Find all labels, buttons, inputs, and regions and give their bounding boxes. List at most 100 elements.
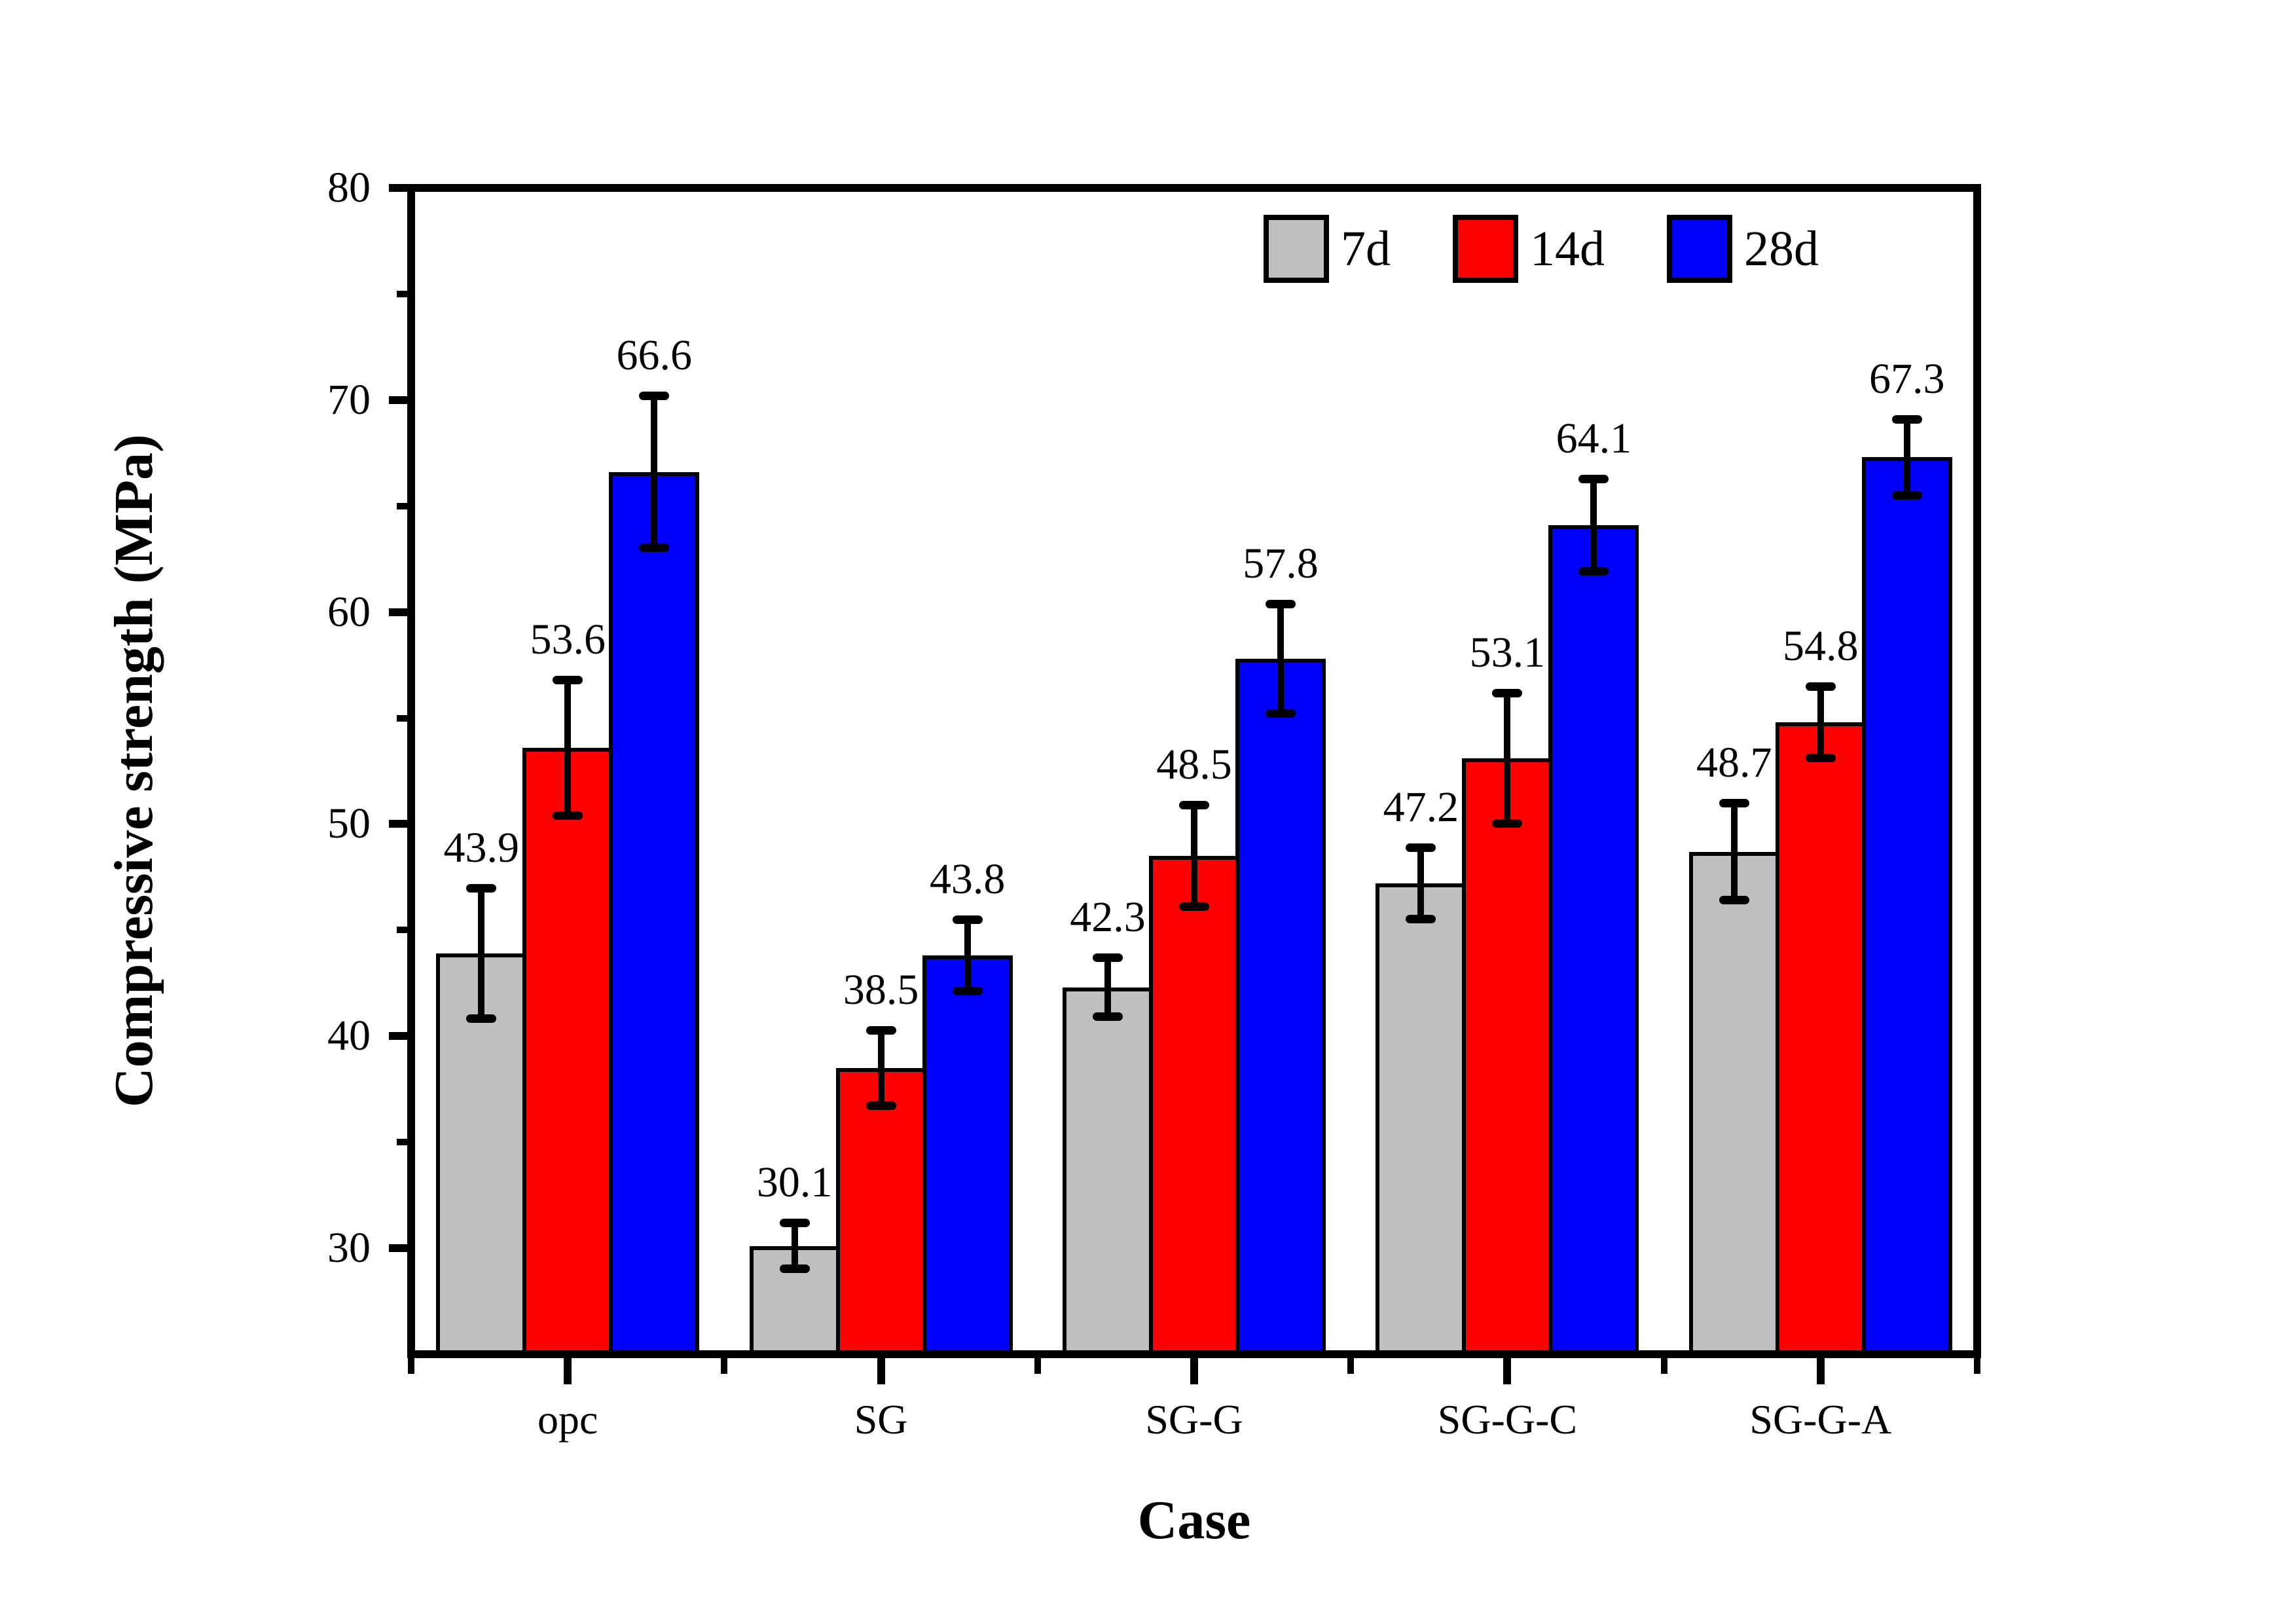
bar-SG-G-A-28d	[1861, 457, 1952, 1357]
legend-item-28d: 28d	[1667, 215, 1819, 283]
error-bar-cap-top	[1266, 599, 1296, 608]
error-bar-cap-top	[553, 676, 583, 685]
error-bar-cap-top	[779, 1219, 810, 1228]
y-axis-major-tick	[389, 184, 411, 192]
bar-value-label: 47.2	[1383, 783, 1459, 832]
error-bar-SG-G-A-14d	[1817, 686, 1824, 759]
error-bar-SG-14d	[877, 1029, 884, 1107]
bar-value-label: 38.5	[843, 965, 919, 1014]
error-bar-cap-bottom	[639, 544, 670, 553]
legend-item-7d: 7d	[1264, 215, 1391, 283]
y-axis-minor-tick	[397, 927, 411, 934]
bar-SG-G-A-7d	[1688, 851, 1779, 1357]
legend-swatch-7d	[1264, 215, 1329, 283]
error-bar-cap-bottom	[1406, 915, 1436, 924]
y-axis-tick-label: 50	[327, 800, 371, 848]
error-bar-SG-7d	[791, 1223, 798, 1270]
legend: 7d 14d 28d	[1264, 215, 1819, 283]
y-axis-major-tick	[389, 820, 411, 828]
bar-value-label: 54.8	[1783, 621, 1859, 670]
bar-opc-14d	[522, 747, 613, 1357]
x-axis-minor-tick	[1660, 1358, 1667, 1374]
error-bar-cap-bottom	[952, 987, 983, 996]
bar-value-label: 53.6	[530, 616, 606, 664]
bar-value-label: 57.8	[1243, 539, 1319, 587]
x-axis-minor-tick	[1974, 1358, 1980, 1374]
x-axis-major-tick	[1816, 1358, 1825, 1384]
error-bar-cap-top	[866, 1025, 896, 1035]
bar-value-label: 30.1	[756, 1158, 833, 1207]
error-bar-cap-top	[952, 915, 983, 925]
y-axis-tick-label: 80	[327, 164, 371, 212]
error-bar-cap-bottom	[866, 1101, 896, 1111]
error-bar-SG-G-C-14d	[1504, 692, 1511, 824]
bar-value-label: 43.9	[443, 823, 519, 872]
y-axis-major-tick	[389, 1032, 411, 1041]
bar-opc-28d	[609, 471, 700, 1357]
error-bar-cap-top	[466, 883, 497, 893]
legend-item-14d: 14d	[1453, 215, 1605, 283]
error-bar-cap-top	[1578, 474, 1609, 483]
x-axis-title: Case	[1137, 1490, 1251, 1551]
error-bar-cap-bottom	[1492, 819, 1523, 828]
x-axis-minor-tick	[408, 1358, 414, 1374]
x-axis-major-tick	[1190, 1358, 1198, 1384]
y-axis-tick-label: 40	[327, 1012, 371, 1060]
x-axis-minor-tick	[1347, 1358, 1355, 1374]
x-axis-category-label-opc: opc	[537, 1396, 598, 1443]
error-bar-SG-28d	[964, 919, 971, 992]
x-axis-minor-tick	[721, 1358, 728, 1374]
bar-SG-28d	[922, 955, 1013, 1357]
y-axis-tick-label: 70	[327, 375, 371, 424]
bar-value-label: 43.8	[929, 855, 1006, 904]
error-bar-cap-bottom	[1093, 1012, 1123, 1022]
y-axis-tick-label: 30	[327, 1224, 371, 1272]
y-axis-minor-tick	[397, 714, 411, 722]
bar-SG-G-C-7d	[1376, 883, 1467, 1357]
bar-SG-G-28d	[1235, 658, 1326, 1357]
legend-swatch-14d	[1453, 215, 1518, 283]
bar-SG-G-A-14d	[1775, 722, 1866, 1357]
bar-value-label: 48.7	[1696, 739, 1772, 787]
error-bar-cap-bottom	[1805, 754, 1836, 763]
error-bar-cap-bottom	[1891, 490, 1922, 500]
x-axis-major-tick	[877, 1358, 885, 1384]
y-axis-tick-label: 60	[327, 587, 371, 636]
y-axis-title: Compressive strength (MPa)	[103, 434, 164, 1108]
x-axis-major-tick	[1503, 1358, 1512, 1384]
x-axis-category-label-SG-G-C: SG-G-C	[1437, 1396, 1578, 1443]
error-bar-SG-G-C-7d	[1417, 847, 1425, 920]
legend-label-28d: 28d	[1744, 221, 1819, 276]
x-axis-minor-tick	[1034, 1358, 1041, 1374]
error-bar-SG-G-14d	[1191, 805, 1197, 907]
error-bar-cap-bottom	[466, 1014, 497, 1024]
error-bar-opc-7d	[478, 887, 485, 1020]
error-bar-cap-bottom	[1179, 902, 1209, 911]
y-axis-major-tick	[389, 396, 411, 404]
error-bar-SG-G-28d	[1277, 603, 1284, 714]
error-bar-SG-G-A-7d	[1730, 803, 1738, 901]
y-axis-major-tick	[389, 1244, 411, 1253]
y-axis-major-tick	[389, 608, 411, 616]
error-bar-SG-G-7d	[1104, 957, 1111, 1018]
error-bar-cap-bottom	[1719, 896, 1749, 905]
bar-value-label: 64.1	[1556, 414, 1632, 462]
error-bar-cap-top	[1093, 953, 1123, 963]
error-bar-cap-top	[1492, 688, 1523, 697]
bar-value-label: 67.3	[1869, 354, 1945, 403]
x-axis-category-label-SG: SG	[854, 1396, 908, 1443]
error-bar-cap-bottom	[1578, 567, 1609, 576]
y-axis-minor-tick	[397, 1139, 411, 1146]
bar-SG-G-C-14d	[1462, 758, 1553, 1357]
bar-value-label: 42.3	[1070, 893, 1146, 942]
error-bar-cap-top	[1891, 415, 1922, 424]
error-bar-cap-bottom	[1266, 709, 1296, 718]
bar-value-label: 53.1	[1469, 628, 1546, 676]
legend-label-14d: 14d	[1530, 221, 1605, 276]
y-axis-minor-tick	[397, 502, 411, 509]
legend-label-7d: 7d	[1341, 221, 1391, 276]
error-bar-opc-14d	[564, 680, 572, 816]
error-bar-opc-28d	[651, 396, 658, 549]
